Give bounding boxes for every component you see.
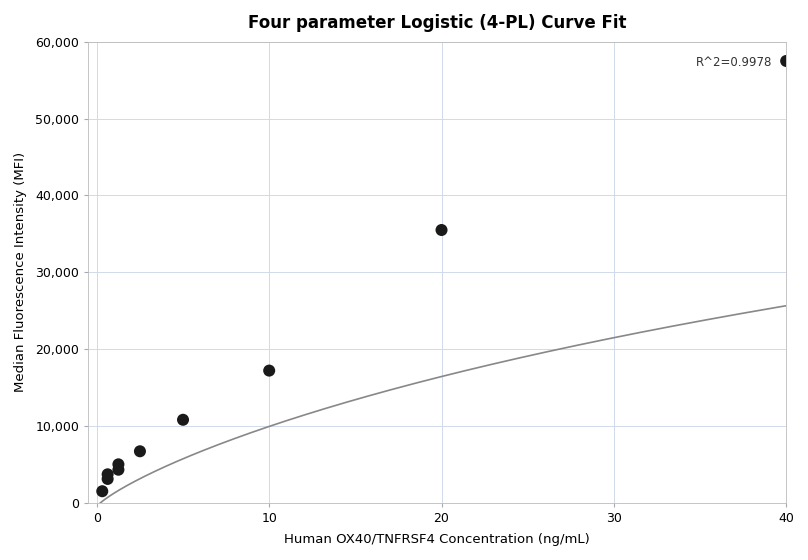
Point [133, 447, 146, 456]
Title: Four parameter Logistic (4-PL) Curve Fit: Four parameter Logistic (4-PL) Curve Fit [248, 14, 626, 32]
Text: R^2=0.9978: R^2=0.9978 [696, 55, 772, 69]
Point [177, 416, 190, 424]
Point [101, 474, 114, 483]
Point [780, 57, 793, 66]
Point [96, 487, 109, 496]
Point [263, 366, 276, 375]
Point [112, 460, 125, 469]
X-axis label: Human OX40/TNFRSF4 Concentration (ng/mL): Human OX40/TNFRSF4 Concentration (ng/mL) [284, 533, 590, 546]
Point [112, 465, 125, 474]
Y-axis label: Median Fluorescence Intensity (MFI): Median Fluorescence Intensity (MFI) [14, 152, 27, 393]
Point [101, 470, 114, 479]
Point [435, 226, 448, 235]
